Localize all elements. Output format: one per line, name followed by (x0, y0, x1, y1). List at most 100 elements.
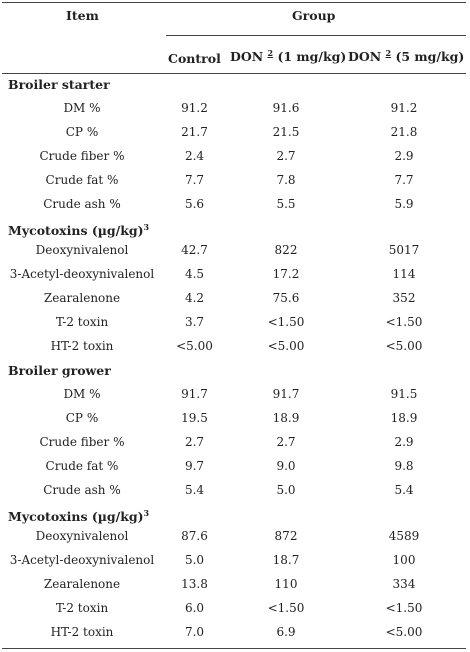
header-don-1: DON 2 (1 mg/kg) (230, 48, 346, 64)
table-row: HT-2 toxin <5.00 <5.00 <5.00 (0, 334, 470, 358)
row-item-label: Crude fiber % (39, 435, 125, 449)
table-row: DM % 91.7 91.7 91.5 (0, 382, 470, 406)
cell-don-5mg: 334 (392, 577, 416, 591)
cell-don-5mg: 100 (392, 553, 416, 567)
cell-control: 13.8 (181, 577, 208, 591)
cell-control: 7.0 (184, 625, 205, 639)
table-row: CP % 21.7 21.5 21.8 (0, 120, 470, 144)
cell-don-1mg: 91.7 (272, 387, 300, 401)
row-item-label: 3-Acetyl-deoxynivalenol (9, 267, 155, 281)
row-item-label: DM % (63, 101, 101, 115)
row-item-label: T-2 toxin (55, 601, 109, 615)
row-item-label: CP % (65, 125, 99, 139)
section-heading: Broiler grower (0, 360, 308, 382)
cell-don-5mg: <1.50 (385, 601, 423, 615)
cell-don-1mg: 5.5 (276, 197, 296, 211)
cell-don-1mg: 17.2 (272, 267, 300, 281)
cell-don-5mg: <5.00 (385, 625, 423, 639)
table-row: T-2 toxin 6.0 <1.50 <1.50 (0, 596, 470, 620)
header-bottom-rule (2, 73, 466, 74)
cell-control: 19.5 (181, 411, 208, 425)
cell-don-5mg: 5.9 (394, 197, 414, 211)
cell-don-5mg: <1.50 (385, 315, 423, 329)
row-item-label: HT-2 toxin (50, 339, 114, 353)
cell-control: 9.7 (184, 459, 205, 473)
table-row: Crude fat % 7.7 7.8 7.7 (0, 168, 470, 192)
cell-don-1mg: <1.50 (267, 601, 305, 615)
row-item-label: Crude fiber % (39, 149, 125, 163)
cell-control: 3.7 (184, 315, 205, 329)
cell-control: 42.7 (181, 243, 208, 257)
table-row: 3-Acetyl-deoxynivalenol 5.0 18.7 100 (0, 548, 470, 572)
cell-don-1mg: 2.7 (276, 149, 296, 163)
row-item-label: DM % (63, 387, 101, 401)
cell-control: 4.5 (184, 267, 205, 281)
bottom-rule (2, 648, 466, 649)
table-row: HT-2 toxin 7.0 6.9 <5.00 (0, 620, 470, 644)
row-item-label: Zearalenone (43, 577, 121, 591)
section-heading: Mycotoxins (µg/kg)3 (0, 502, 308, 524)
cell-control: 91.2 (181, 101, 208, 115)
table-row: Crude fat % 9.7 9.0 9.8 (0, 454, 470, 478)
cell-don-1mg: 2.7 (276, 435, 296, 449)
section-heading: Broiler starter (0, 74, 308, 96)
cell-control: 2.7 (184, 435, 205, 449)
cell-control: 6.0 (184, 601, 205, 615)
cell-control: 2.4 (184, 149, 205, 163)
cell-control: 4.2 (184, 291, 205, 305)
row-item-label: HT-2 toxin (50, 625, 114, 639)
cell-control: 5.4 (184, 483, 205, 497)
cell-don-5mg: <5.00 (385, 339, 423, 353)
cell-don-1mg: 18.7 (272, 553, 300, 567)
cell-don-1mg: 18.9 (272, 411, 300, 425)
row-item-label: Zearalenone (43, 291, 121, 305)
row-item-label: CP % (65, 411, 99, 425)
section-title: Mycotoxins (µg/kg) (8, 223, 144, 239)
row-item-label: Crude fat % (45, 459, 119, 473)
cell-don-5mg: 2.9 (394, 435, 414, 449)
cell-don-1mg: 822 (274, 243, 298, 257)
cell-control: 21.7 (181, 125, 208, 139)
header-don-5-dose: (5 mg/kg) (395, 49, 465, 65)
table-row: 3-Acetyl-deoxynivalenol 4.5 17.2 114 (0, 262, 470, 286)
cell-don-1mg: 9.0 (276, 459, 296, 473)
row-item-label: Crude ash % (43, 197, 121, 211)
group-rule (166, 35, 466, 36)
cell-don-1mg: <1.50 (267, 315, 305, 329)
cell-control: 7.7 (184, 173, 205, 187)
cell-don-1mg: 7.8 (276, 173, 296, 187)
table-row: CP % 19.5 18.9 18.9 (0, 406, 470, 430)
row-item-label: Crude ash % (43, 483, 121, 497)
cell-control: 91.7 (181, 387, 208, 401)
table-row: Crude ash % 5.6 5.5 5.9 (0, 192, 470, 216)
row-item-label: Deoxynivalenol (35, 243, 129, 257)
footnote-3-marker: 3 (143, 222, 150, 232)
cell-don-5mg: 91.2 (390, 101, 418, 115)
cell-don-1mg: 110 (274, 577, 298, 591)
table-row: T-2 toxin 3.7 <1.50 <1.50 (0, 310, 470, 334)
cell-don-1mg: <5.00 (267, 339, 305, 353)
table-row: Zearalenone 13.8 110 334 (0, 572, 470, 596)
section-title: Broiler grower (8, 363, 111, 378)
cell-don-5mg: 9.8 (394, 459, 414, 473)
section-heading: Mycotoxins (µg/kg)3 (0, 216, 308, 238)
header-item: Item (66, 8, 99, 23)
footnote-2-link[interactable]: 2 (267, 48, 274, 58)
footnote-2-link[interactable]: 2 (385, 48, 392, 58)
table-row: Deoxynivalenol 87.6 872 4589 (0, 524, 470, 548)
cell-don-1mg: 75.6 (272, 291, 300, 305)
cell-don-5mg: 21.8 (390, 125, 418, 139)
row-item-label: 3-Acetyl-deoxynivalenol (9, 553, 155, 567)
cell-control: 87.6 (181, 529, 208, 543)
top-rule (2, 2, 466, 3)
cell-don-5mg: 114 (392, 267, 416, 281)
header-don-5-name: DON (348, 49, 382, 65)
row-item-label: Deoxynivalenol (35, 529, 129, 543)
header-control: Control (168, 51, 221, 66)
header-don-1-dose: (1 mg/kg) (277, 49, 347, 65)
cell-don-5mg: 18.9 (390, 411, 418, 425)
cell-don-5mg: 5.4 (394, 483, 414, 497)
cell-don-5mg: 2.9 (394, 149, 414, 163)
table-row: DM % 91.2 91.6 91.2 (0, 96, 470, 120)
row-item-label: T-2 toxin (55, 315, 109, 329)
